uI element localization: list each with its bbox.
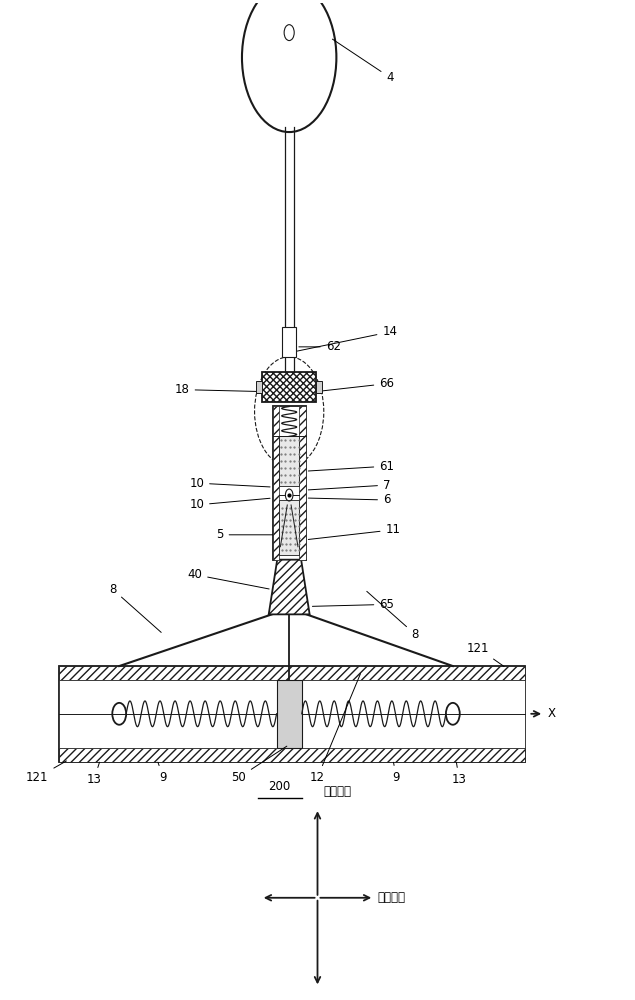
Text: 18: 18 xyxy=(175,383,261,396)
Polygon shape xyxy=(60,748,525,762)
Text: 8: 8 xyxy=(367,591,418,641)
Text: 13: 13 xyxy=(451,762,467,786)
Text: 40: 40 xyxy=(187,568,269,589)
Polygon shape xyxy=(60,666,525,680)
Text: 61: 61 xyxy=(309,460,394,473)
Text: 6: 6 xyxy=(309,493,391,506)
Text: 8: 8 xyxy=(109,583,161,632)
Text: 66: 66 xyxy=(319,377,394,391)
Text: X: X xyxy=(547,707,555,720)
Text: 14: 14 xyxy=(297,325,398,351)
Text: 11: 11 xyxy=(309,523,401,539)
Text: 9: 9 xyxy=(392,762,400,784)
Polygon shape xyxy=(277,680,302,748)
Polygon shape xyxy=(279,436,299,486)
Text: 50: 50 xyxy=(231,746,287,784)
Polygon shape xyxy=(282,327,296,357)
Text: 13: 13 xyxy=(86,762,102,786)
Text: 7: 7 xyxy=(309,479,391,492)
Text: 12: 12 xyxy=(310,674,361,784)
Text: 200: 200 xyxy=(269,780,291,793)
Text: 9: 9 xyxy=(158,762,167,784)
Polygon shape xyxy=(279,500,299,555)
Text: 62: 62 xyxy=(299,340,341,353)
Text: 10: 10 xyxy=(189,477,270,490)
Text: 4: 4 xyxy=(332,39,394,84)
Text: 121: 121 xyxy=(467,642,504,666)
Polygon shape xyxy=(273,406,305,560)
Text: 121: 121 xyxy=(26,761,67,784)
Text: 第一方向: 第一方向 xyxy=(324,785,352,798)
Polygon shape xyxy=(316,381,322,393)
Polygon shape xyxy=(60,666,525,762)
Text: 10: 10 xyxy=(189,498,270,511)
Polygon shape xyxy=(262,372,316,402)
Polygon shape xyxy=(269,560,310,614)
Text: y: y xyxy=(294,503,301,516)
Polygon shape xyxy=(256,381,262,393)
Polygon shape xyxy=(299,406,305,560)
Polygon shape xyxy=(273,406,279,560)
Polygon shape xyxy=(60,680,525,748)
Text: 65: 65 xyxy=(312,598,394,611)
Text: 5: 5 xyxy=(217,528,276,541)
Text: 第二方向: 第二方向 xyxy=(377,891,405,904)
